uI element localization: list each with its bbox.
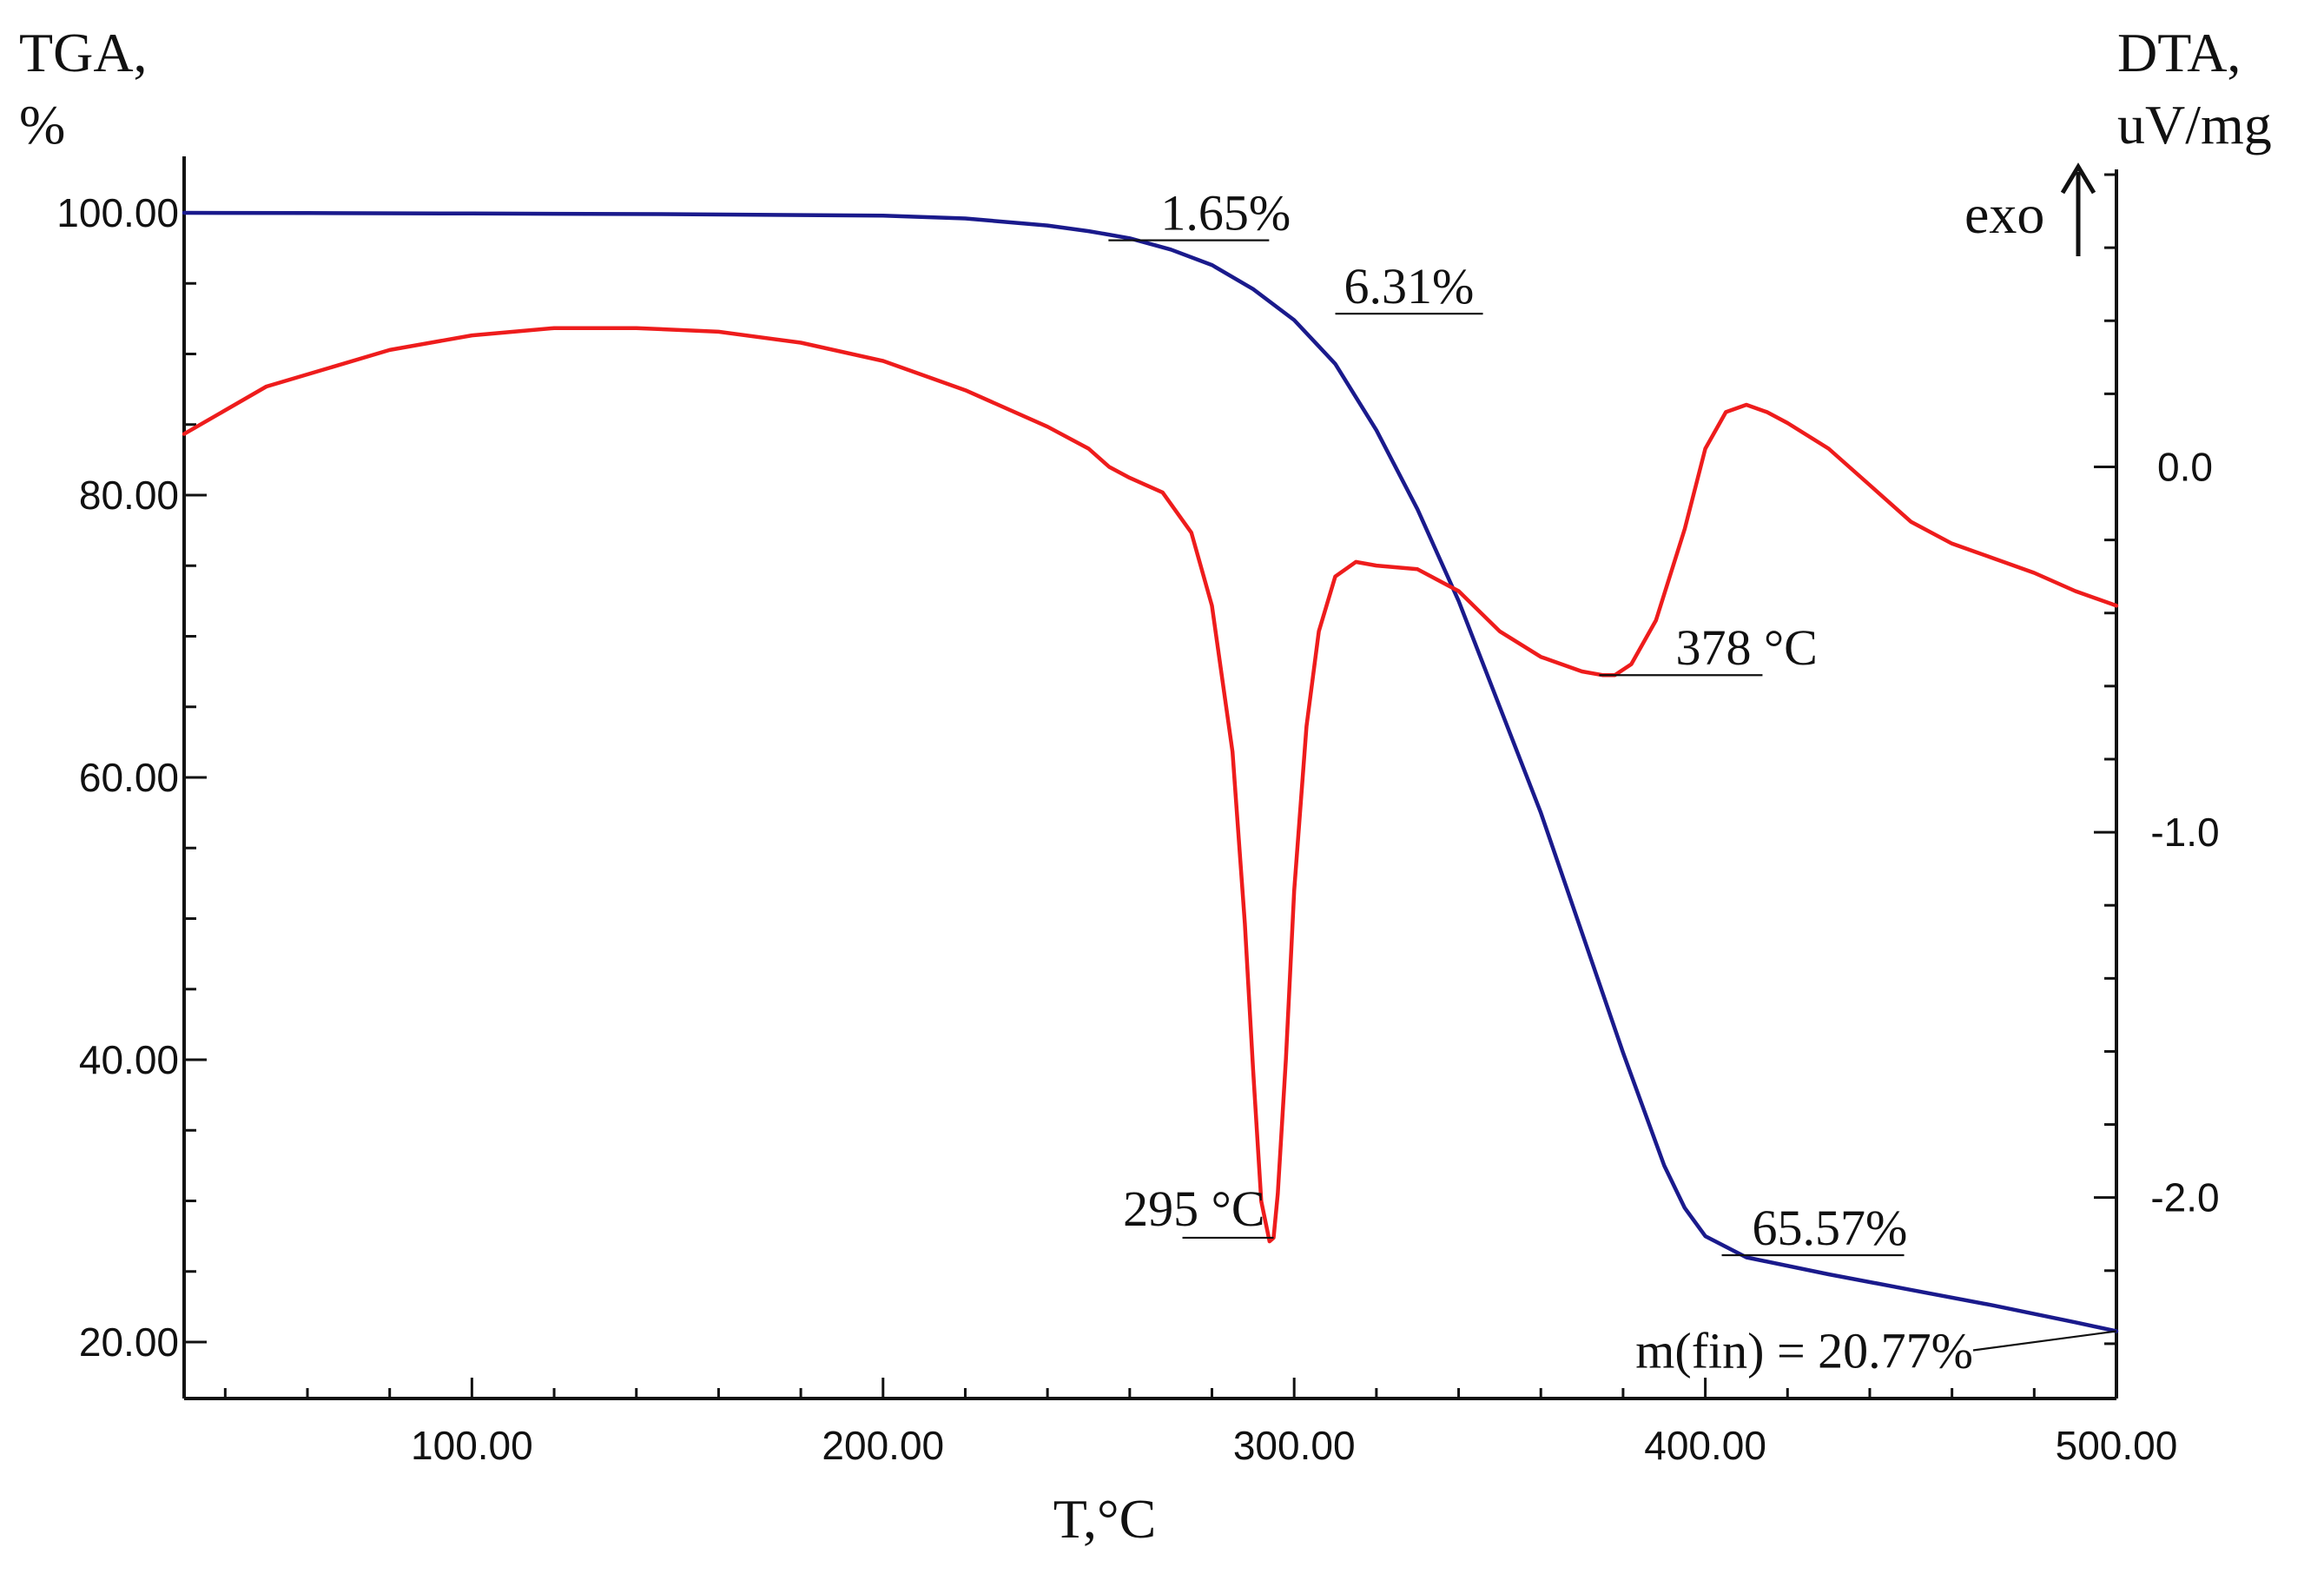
y-right-label-line1: DTA, [2117, 22, 2241, 83]
tga-curve [182, 210, 2119, 1333]
y-left-tick-label: 40.00 [79, 1037, 179, 1082]
x-tick-label: 500.00 [2056, 1423, 2178, 1468]
annotations-layer: 1.65% 6.31% 295 °C 378 °C 65.57% m(fin) = 20.… [1108, 185, 2117, 1379]
exo-label: exo [1964, 183, 2044, 245]
x-axis-label: T,°C [1053, 1488, 1157, 1550]
y-right-tick-label: -1.0 [2150, 810, 2219, 855]
y-right-tick-label: -2.0 [2150, 1175, 2219, 1220]
exo-arrow-icon [2060, 162, 2096, 256]
y-left-label-line2: % [19, 94, 65, 155]
x-tick-label: 100.00 [411, 1423, 533, 1468]
curves-layer [182, 210, 2119, 1333]
y-left-label-line1: TGA, [19, 22, 148, 83]
annotation-label: 1.65% [1160, 185, 1291, 241]
annotation-leader [1972, 1330, 2117, 1352]
x-tick-label: 400.00 [1644, 1423, 1766, 1468]
ticks-layer: 100.00 200.00 300.00 400.00 500.00 20.00 40.00… [56, 173, 2220, 1468]
y-right-label-line2: uV/mg [2117, 94, 2272, 155]
y-left-tick-label: 80.00 [79, 473, 179, 518]
annotation-label: 378 °C [1675, 619, 1817, 676]
annotation-label: m(fin) = 20.77% [1635, 1322, 1973, 1379]
dta-curve [182, 326, 2119, 1244]
annotation-label: 6.31% [1344, 258, 1475, 314]
x-tick-label: 200.00 [822, 1423, 944, 1468]
y-right-tick-label: 0.0 [2157, 445, 2213, 490]
y-left-tick-label: 60.00 [79, 755, 179, 800]
y-left-tick-label: 20.00 [79, 1319, 179, 1365]
x-tick-label: 300.00 [1233, 1423, 1356, 1468]
annotation-label: 65.57% [1753, 1200, 1908, 1256]
y-left-tick-label: 100.00 [56, 190, 179, 235]
annotation-label: 295 °C [1123, 1180, 1264, 1237]
